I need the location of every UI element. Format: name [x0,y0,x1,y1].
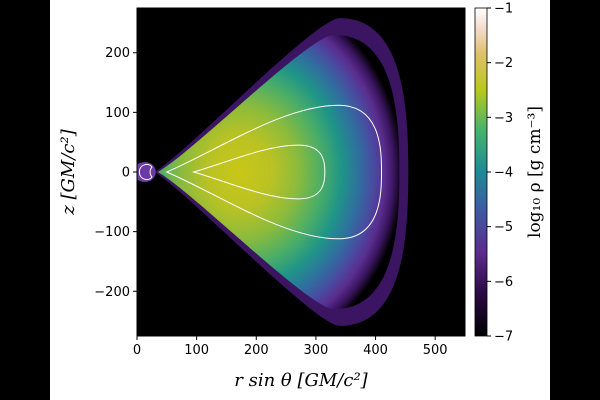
contour-outer [165,104,383,240]
x-tick-label: 500 [423,343,448,358]
y-axis: 200 100 0 −100 −200 [94,46,137,300]
y-tick-label: 0 [122,166,130,181]
density-field [137,18,409,326]
y-tick-label: −100 [94,225,130,240]
x-tick-label: 0 [133,343,141,358]
x-tick-label: 100 [184,343,209,358]
colorbar-tick-label: −6 [494,275,513,290]
x-tick-label: 300 [303,343,328,358]
figure-frame: 0 100 200 300 400 500 200 100 0 −100 −200 r sin θ… [50,0,550,400]
contour-inner-blob [138,163,153,181]
colorbar-tick-label: −2 [494,56,513,71]
colorbar-gradient [474,7,488,337]
colorbar-tick-label: −1 [494,2,513,17]
colorbar-label: log₁₀ ρ [g cm⁻³] [525,106,545,238]
x-tick-label: 400 [363,343,388,358]
colorbar-ticks: −1 −2 −3 −4 −5 −6 −7 [487,2,513,345]
y-axis-label: z [GM/c²] [58,128,79,215]
x-axis-label: r sin θ [GM/c²] [234,370,368,391]
colorbar: −1 −2 −3 −4 −5 −6 −7 log₁₀ ρ [g cm⁻³] [474,2,545,345]
x-axis: 0 100 200 300 400 500 [133,336,448,358]
y-tick-label: −200 [94,285,130,300]
y-tick-label: 100 [105,106,130,121]
contour-inner [191,144,326,200]
colorbar-tick-label: −4 [494,166,513,181]
colorbar-tick-label: −5 [494,220,513,235]
y-tick-label: 200 [105,46,130,61]
colorbar-tick-label: −7 [494,330,513,345]
colorbar-tick-label: −3 [494,111,513,126]
x-tick-label: 200 [244,343,269,358]
torus-body [157,34,400,310]
density-chart: 0 100 200 300 400 500 200 100 0 −100 −200 r sin θ… [58,2,545,392]
inner-ring [137,162,156,182]
